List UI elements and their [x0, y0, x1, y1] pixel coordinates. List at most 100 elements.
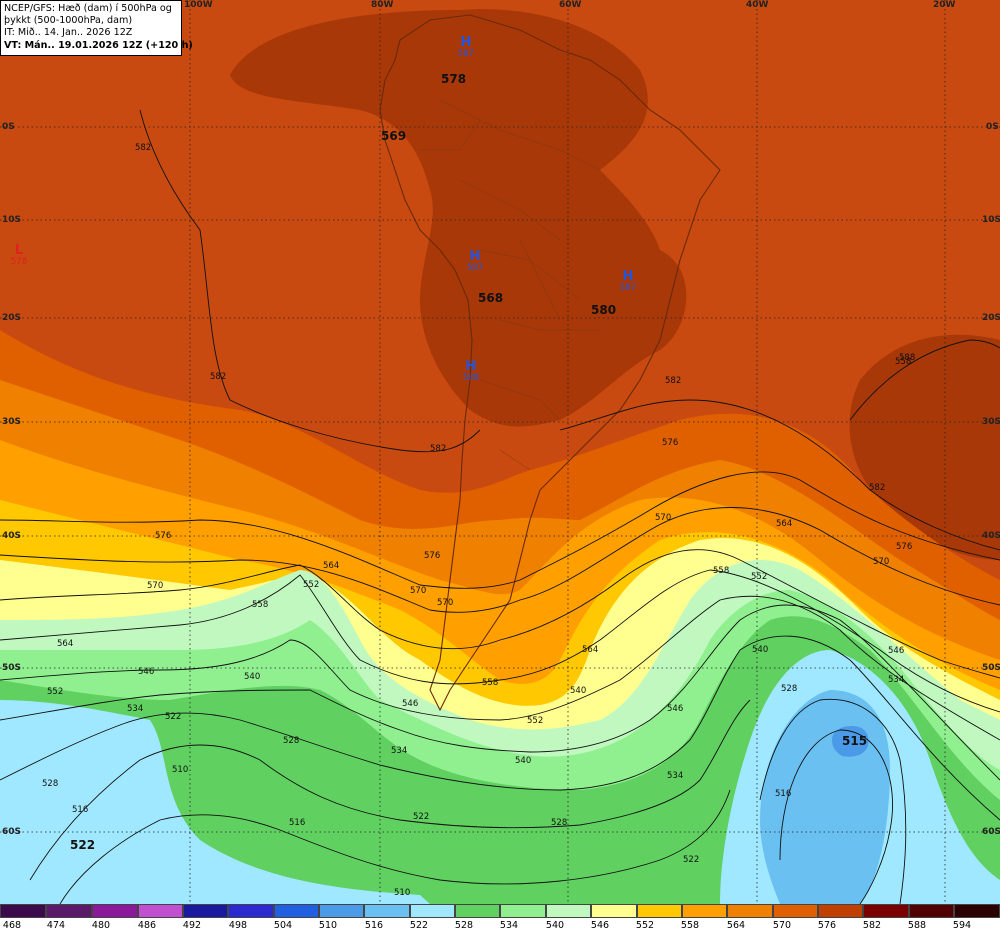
lat-label-10s: 10S [2, 215, 22, 225]
thickness-label: 580 [591, 303, 617, 317]
legend-swatch [319, 904, 364, 918]
contour-label: 582 [210, 372, 227, 382]
country-borders [420, 99, 601, 471]
header-line-valid-time: VT: Mán.. 19.01.2026 12Z (+120 h) [4, 39, 193, 51]
contour-label: 522 [165, 712, 182, 722]
lon-label-80w: 80W [371, 0, 394, 10]
legend-tick: 594 [952, 920, 972, 931]
thickness-band-582 [230, 9, 687, 427]
contour-label: 582 [135, 143, 152, 153]
contour-label: 546 [667, 704, 684, 714]
contour-label: 546 [138, 667, 155, 677]
lat-label-right-0s: 0S [986, 122, 999, 132]
legend-tick: 468 [2, 920, 22, 931]
lat-label-right-30s: 30S [982, 417, 1000, 427]
contour-label: 522 [413, 812, 430, 822]
height-contours [0, 109, 1000, 904]
contour-label: 528 [283, 736, 300, 746]
contour-label: 576 [896, 542, 913, 552]
legend-swatch [727, 904, 773, 918]
legend-tick: 510 [318, 920, 338, 931]
legend-tick: 492 [182, 920, 202, 931]
contour-label: 582 [430, 444, 447, 454]
contour-label: 576 [155, 531, 172, 541]
thickness-label: 515 [842, 734, 868, 748]
contour-label: 528 [781, 684, 798, 694]
thickness-label: 568 [478, 291, 504, 305]
continent-outline [379, 14, 721, 712]
legend-swatch [909, 904, 954, 918]
thickness-band-510 [832, 726, 869, 757]
legend-swatch [0, 904, 46, 918]
high-symbol: H [622, 269, 634, 284]
contour-label: 516 [289, 818, 306, 828]
legend-swatch [773, 904, 818, 918]
info-header: NCEP/GFS: Hæð (dam) í 500hPa og þykkt (5… [0, 0, 193, 56]
contour-label: 582 [665, 376, 682, 386]
low-symbol: L [14, 243, 24, 258]
legend-tick: 504 [273, 920, 293, 931]
contour-label: 564 [582, 645, 599, 655]
lat-label-0s: 0S [2, 122, 15, 132]
legend-tick: 576 [817, 920, 837, 931]
legend-swatch [863, 904, 909, 918]
legend-tick: 564 [726, 920, 746, 931]
legend-swatch [364, 904, 410, 918]
lon-label-100w: 100W [184, 0, 213, 10]
contour-label: 558 [895, 357, 912, 367]
legend-swatch [637, 904, 682, 918]
legend-tick: 528 [454, 920, 474, 931]
high-pressure-center: H 587 [618, 270, 638, 293]
lon-label-20w: 20W [933, 0, 956, 10]
contour-label: 528 [42, 779, 59, 789]
contour-label: 552 [751, 572, 768, 582]
high-value: 587 [466, 263, 484, 273]
contour-label: 576 [424, 551, 441, 561]
thickness-band-582b [849, 334, 1000, 560]
legend-swatch [228, 904, 274, 918]
contour-label: 552 [47, 687, 64, 697]
contour-label: 558 [713, 566, 730, 576]
legend-tick: 570 [772, 920, 792, 931]
legend-tick: 480 [91, 920, 111, 931]
lat-label-right-40s: 40S [982, 531, 1000, 541]
contour-label: 534 [127, 704, 144, 714]
lon-label-40w: 40W [746, 0, 769, 10]
high-pressure-center: H 587 [465, 250, 485, 273]
legend-tick: 552 [635, 920, 655, 931]
legend-tick: 546 [590, 920, 610, 931]
contour-label: 558 [252, 600, 269, 610]
contour-label: 558 [482, 678, 499, 688]
lat-label-40s: 40S [2, 531, 22, 541]
legend-swatch [274, 904, 319, 918]
legend-tick: 516 [364, 920, 384, 931]
legend-swatch [138, 904, 183, 918]
contour-label: 552 [527, 716, 544, 726]
thickness-label: 578 [441, 72, 467, 86]
legend-swatch [410, 904, 455, 918]
contour-label: 534 [391, 746, 408, 756]
legend-swatch [818, 904, 863, 918]
contour-label: 534 [667, 771, 684, 781]
contour-label: 570 [437, 598, 454, 608]
lon-label-60w: 60W [559, 0, 582, 10]
contour-label: 570 [147, 581, 164, 591]
high-symbol: H [469, 249, 481, 264]
contour-label: 534 [888, 675, 905, 685]
high-value: 587 [457, 49, 475, 59]
contour-label: 540 [515, 756, 532, 766]
weather-map [0, 0, 1000, 904]
legend-swatch [46, 904, 92, 918]
contour-label: 528 [551, 818, 568, 828]
legend-swatch [546, 904, 591, 918]
contour-label: 540 [752, 645, 769, 655]
header-line-model: NCEP/GFS: Hæð (dam) í 500hPa og [4, 3, 172, 14]
contour-label: 546 [402, 699, 419, 709]
contour-label: 570 [873, 557, 890, 567]
low-value: 578 [10, 257, 28, 267]
high-value: 587 [619, 283, 637, 293]
contour-label: 564 [323, 561, 340, 571]
lat-label-right-20s: 20S [982, 313, 1000, 323]
lat-label-60s: 60S [2, 827, 22, 837]
contour-label: 510 [172, 765, 189, 775]
